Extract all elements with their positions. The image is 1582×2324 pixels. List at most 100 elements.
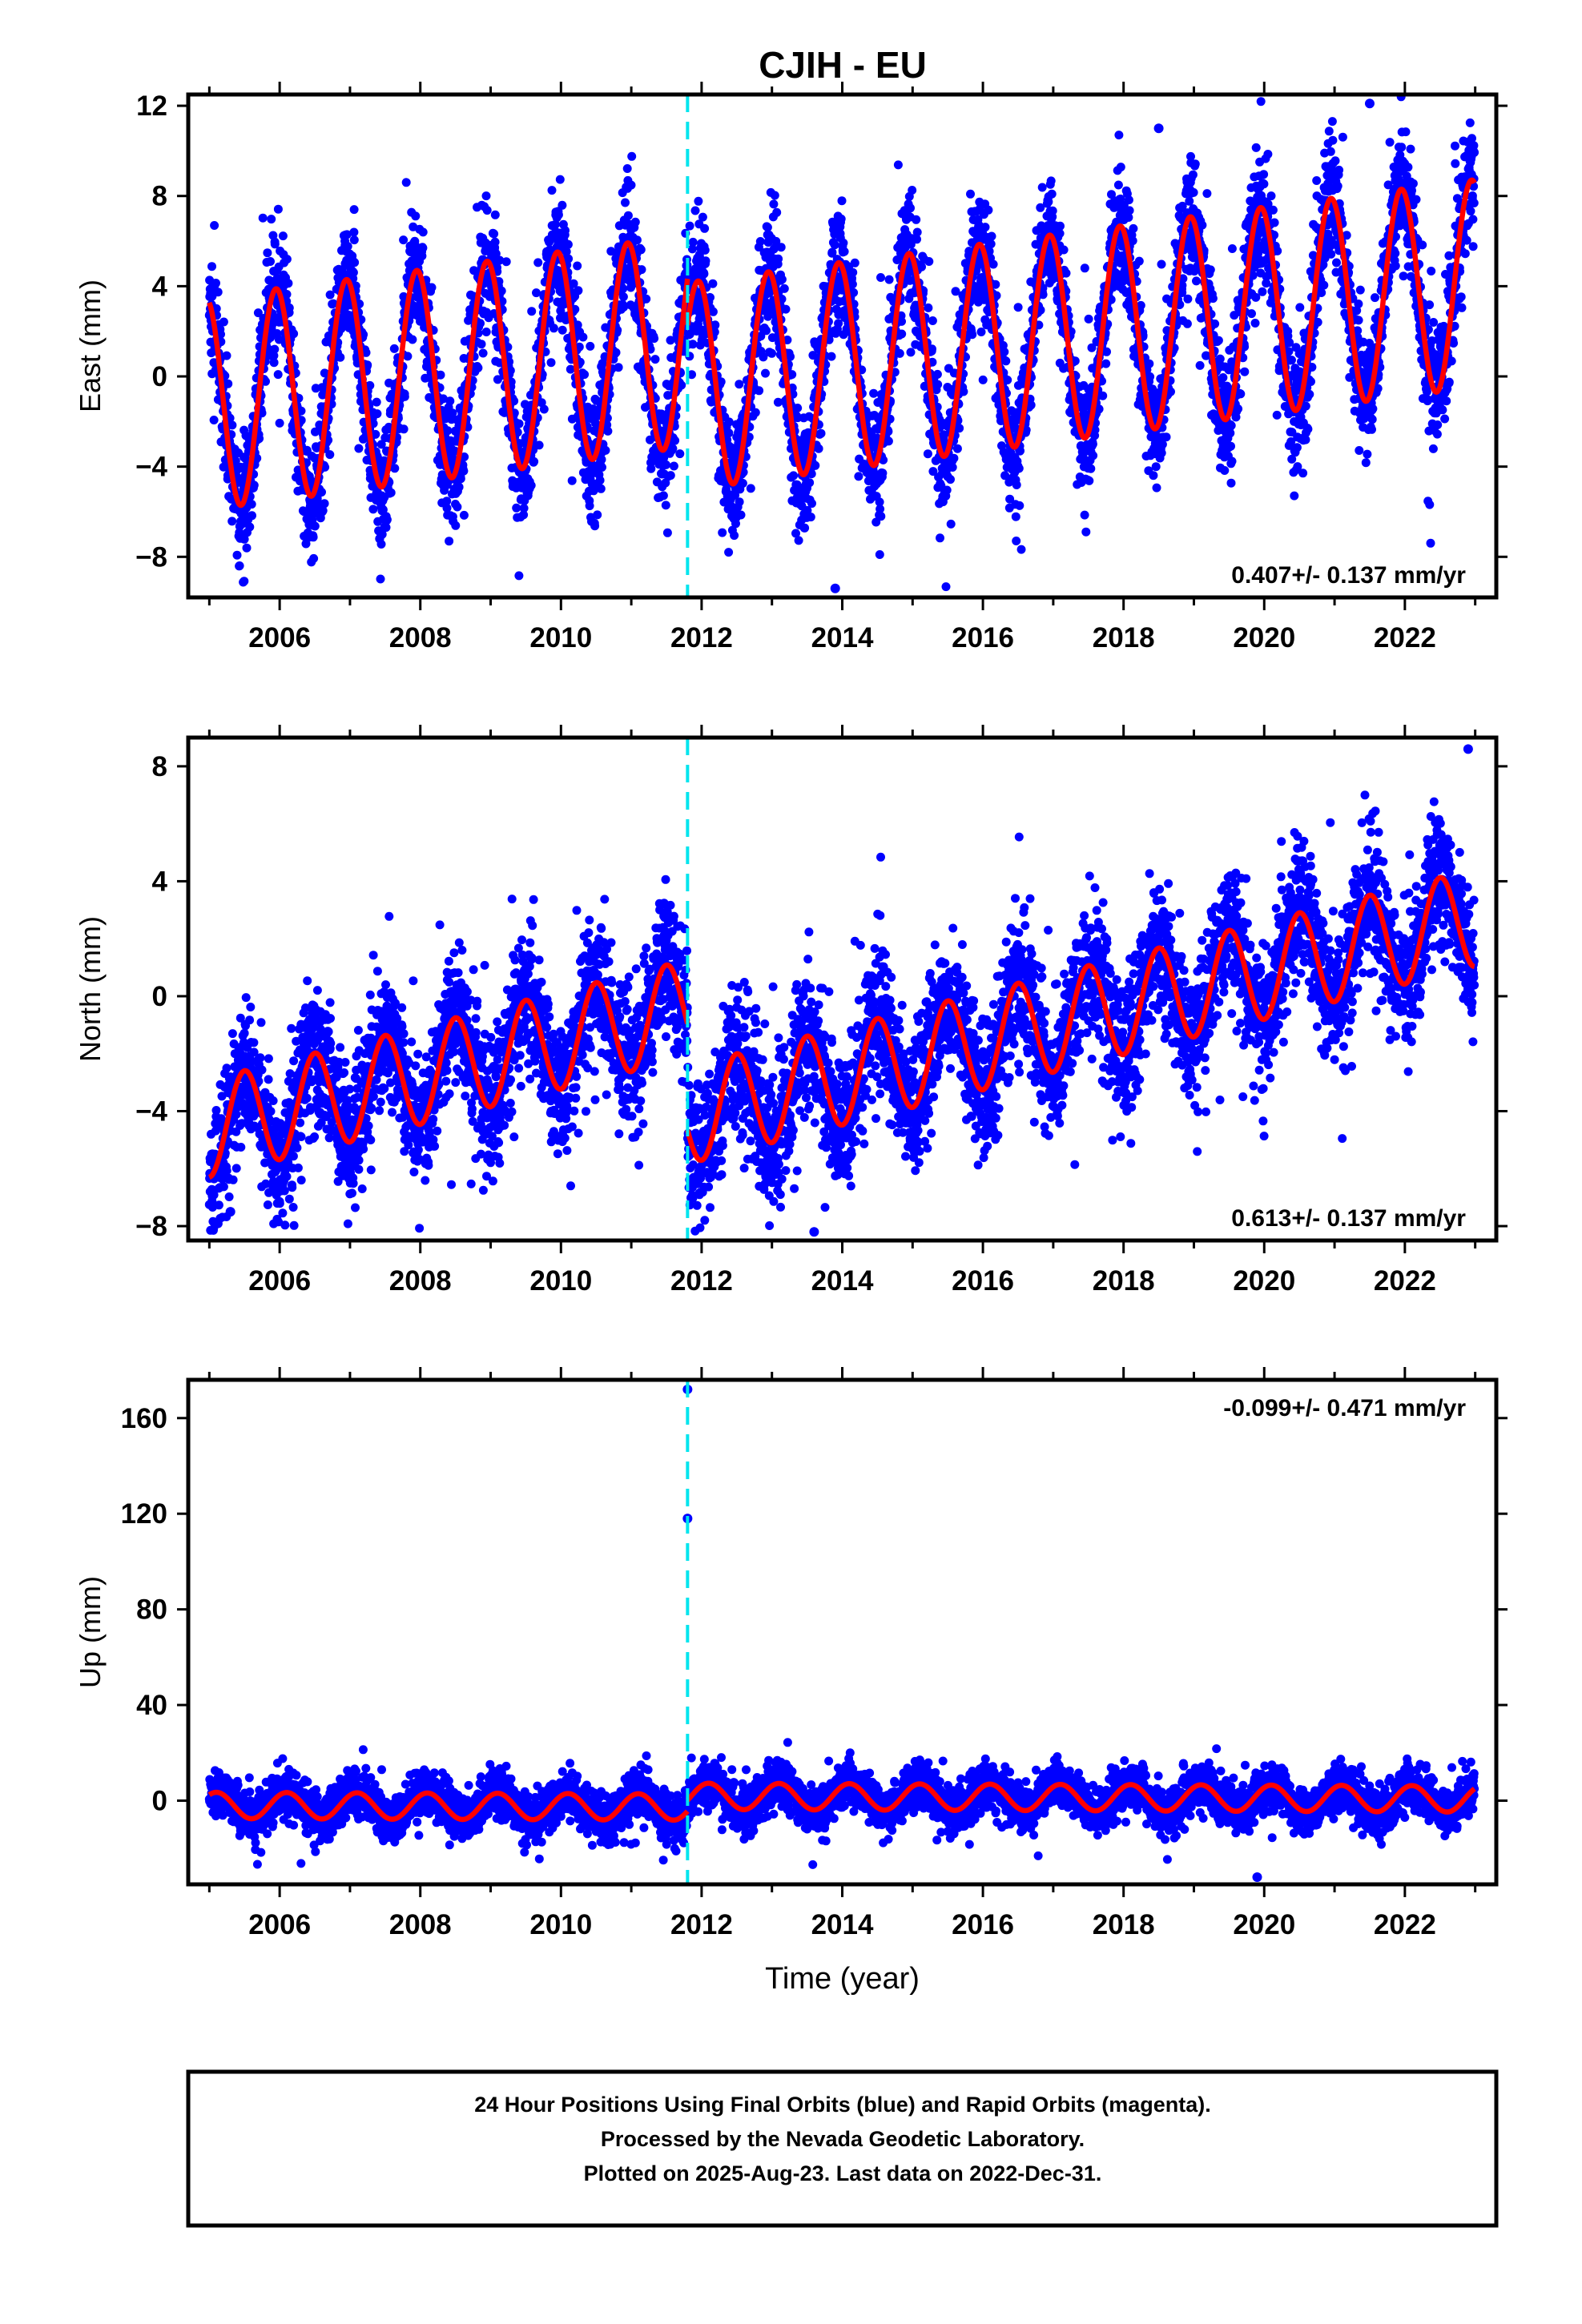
data-point (1134, 256, 1144, 266)
data-point (529, 456, 539, 466)
data-point (1185, 196, 1194, 206)
data-point (1157, 448, 1166, 458)
data-point (912, 215, 921, 224)
data-point (661, 478, 670, 488)
data-point (562, 247, 571, 256)
data-point (235, 561, 244, 570)
data-point (666, 336, 675, 345)
data-point (936, 533, 944, 543)
data-point (908, 186, 917, 195)
data-point (948, 463, 957, 472)
data-point (278, 231, 288, 241)
data-point (361, 348, 371, 357)
data-point (924, 303, 933, 312)
data-point (1102, 347, 1111, 356)
data-point (807, 469, 816, 479)
data-point (1013, 303, 1023, 312)
data-point (248, 511, 256, 521)
data-point (1005, 494, 1015, 504)
data-point (1086, 464, 1096, 473)
data-point (1061, 268, 1071, 278)
data-point (772, 207, 782, 217)
data-point (928, 316, 937, 325)
data-point (923, 449, 932, 459)
data-point (992, 291, 1001, 300)
x-tick-label: 2008 (389, 622, 452, 653)
data-point (806, 513, 815, 522)
data-point (942, 485, 952, 495)
data-point (677, 380, 686, 390)
data-point (773, 397, 783, 407)
data-point (443, 426, 453, 436)
data-point (448, 408, 457, 418)
data-point (1109, 203, 1119, 212)
data-point (716, 377, 726, 387)
data-point (618, 284, 628, 293)
data-point (630, 217, 640, 227)
data-point (1129, 223, 1138, 233)
data-point (1081, 527, 1091, 537)
data-point (895, 348, 904, 358)
data-point (876, 273, 885, 282)
y-tick-label: 12 (136, 90, 167, 122)
data-point (1157, 440, 1167, 449)
data-point (1124, 213, 1133, 222)
data-point (603, 426, 613, 436)
data-point (701, 256, 710, 266)
data-point (848, 267, 858, 277)
data-point (978, 375, 988, 384)
data-point (574, 286, 583, 296)
x-tick-label: 2006 (248, 622, 311, 653)
data-point (527, 307, 537, 316)
data-point (1177, 288, 1187, 297)
data-point (1036, 203, 1045, 212)
data-point (593, 510, 602, 520)
data-point (1101, 359, 1111, 368)
data-point (216, 329, 225, 339)
data-point (245, 522, 255, 532)
data-point (1145, 359, 1154, 368)
data-point (1124, 195, 1133, 205)
x-tick-label: 2010 (529, 622, 592, 653)
data-point (912, 227, 922, 237)
data-point (284, 303, 294, 312)
data-point (491, 249, 501, 259)
data-point (550, 219, 560, 229)
data-point (232, 550, 242, 560)
data-point (1145, 372, 1155, 381)
data-point (1116, 163, 1125, 172)
data-point (1192, 276, 1201, 286)
data-point (473, 363, 483, 372)
data-point (688, 237, 698, 247)
data-point (976, 328, 986, 336)
data-point (786, 352, 795, 361)
data-point (301, 539, 311, 549)
data-point (1177, 201, 1187, 211)
data-point (816, 428, 826, 438)
data-point (917, 262, 926, 271)
data-point (267, 215, 276, 224)
data-point (1195, 360, 1205, 370)
data-point (561, 226, 570, 235)
data-point (255, 434, 264, 444)
data-point (282, 290, 292, 299)
y-tick-label: −4 (135, 452, 167, 483)
data-point (350, 258, 360, 267)
data-point (618, 292, 628, 302)
data-point (573, 320, 582, 330)
data-point (642, 294, 651, 304)
data-point (1080, 510, 1089, 520)
data-point (240, 577, 249, 586)
data-point (586, 341, 595, 351)
data-point (966, 189, 975, 199)
data-point (386, 488, 396, 497)
data-point (442, 504, 452, 513)
data-point (791, 529, 800, 538)
data-point (454, 482, 464, 492)
data-point (269, 358, 279, 368)
data-point (876, 512, 886, 521)
data-point (906, 348, 916, 357)
data-point (349, 235, 359, 245)
data-point (1190, 159, 1200, 169)
data-point (688, 340, 698, 349)
